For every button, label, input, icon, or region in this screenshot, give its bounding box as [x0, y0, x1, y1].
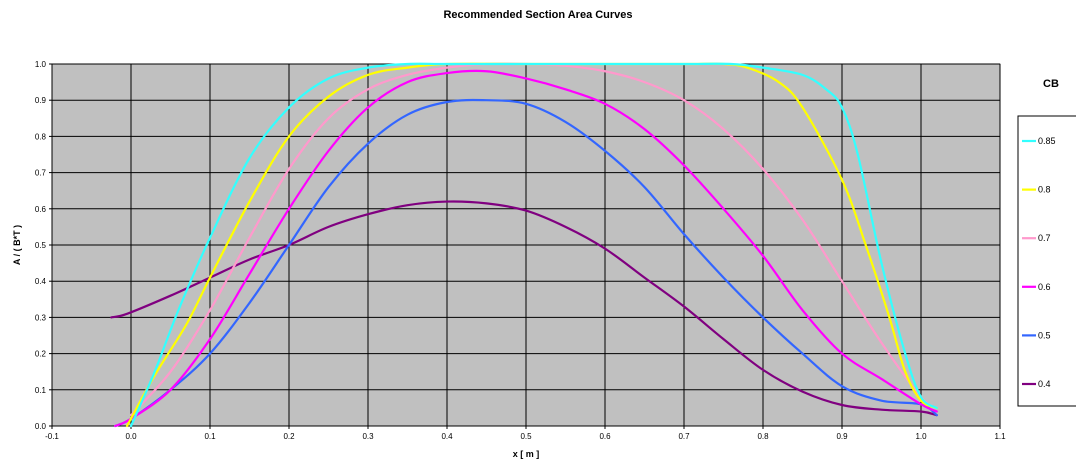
chart-title: Recommended Section Area Curves — [443, 9, 633, 21]
y-tick-label: 0.6 — [35, 205, 47, 214]
series-line-0.4 — [110, 200, 938, 417]
series-line-0.6 — [114, 69, 938, 428]
x-tick-label: 0.3 — [362, 432, 374, 441]
legend-label-0.5: 0.5 — [1038, 330, 1051, 340]
x-tick-label: 0.2 — [283, 432, 295, 441]
x-tick-label: 0.0 — [125, 432, 137, 441]
x-tick-label: 0.1 — [204, 432, 216, 441]
y-tick-label: 0.7 — [35, 169, 47, 178]
x-tick-label: 0.7 — [678, 432, 690, 441]
y-tick-label: 1.0 — [35, 60, 47, 69]
series-line-0.5 — [114, 98, 938, 428]
y-tick-label: 0.0 — [35, 422, 47, 431]
x-tick-label: 0.8 — [757, 432, 769, 441]
legend-label-0.4: 0.4 — [1038, 379, 1051, 389]
x-tick-label: 0.4 — [441, 432, 453, 441]
x-tick-label: 0.6 — [599, 432, 611, 441]
x-tick-label: -0.1 — [45, 432, 59, 441]
legend-label-0.6: 0.6 — [1038, 282, 1051, 292]
legend-title: CB — [1043, 78, 1059, 90]
legend-label-0.85: 0.85 — [1038, 136, 1056, 146]
x-tick-label: 1.1 — [994, 432, 1006, 441]
x-tick-label: 0.9 — [836, 432, 848, 441]
y-tick-label: 0.1 — [35, 386, 47, 395]
x-axis-label: x [ m ] — [513, 449, 540, 459]
series-line-0.85 — [129, 62, 938, 428]
y-tick-label: 0.4 — [35, 277, 47, 286]
y-tick-label: 0.5 — [35, 241, 47, 250]
legend-label-0.7: 0.7 — [1038, 233, 1051, 243]
legend-label-0.8: 0.8 — [1038, 185, 1051, 195]
x-tick-label: 0.5 — [520, 432, 532, 441]
legend-box — [1017, 115, 1076, 407]
y-tick-label: 0.2 — [35, 350, 47, 359]
x-tick-label: 1.0 — [915, 432, 927, 441]
y-axis-label: A / ( B*T ) — [12, 225, 22, 265]
y-tick-label: 0.9 — [35, 96, 47, 105]
y-tick-label: 0.3 — [35, 313, 47, 322]
y-tick-label: 0.8 — [35, 132, 47, 141]
